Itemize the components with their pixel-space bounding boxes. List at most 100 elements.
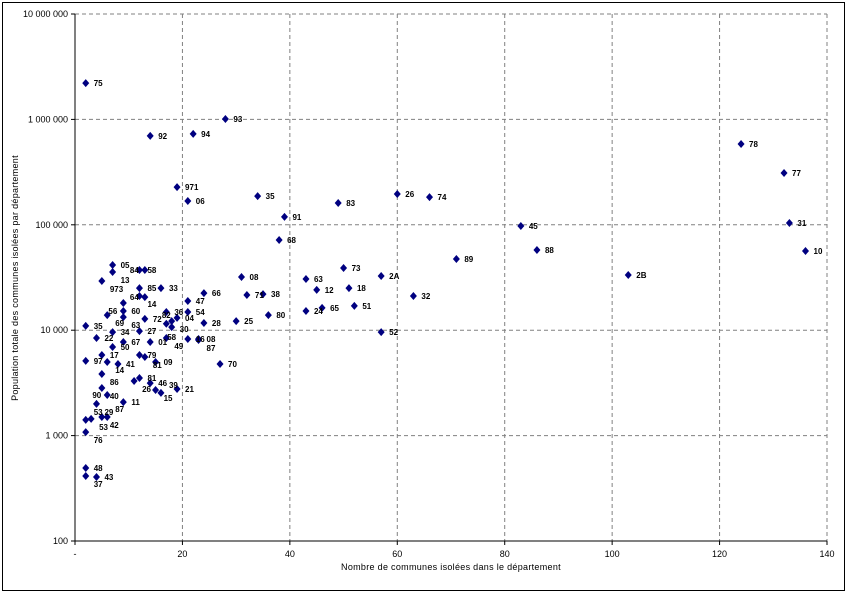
data-label: 45 (529, 222, 538, 231)
data-point (162, 334, 170, 343)
data-point (221, 114, 229, 123)
data-point (802, 247, 810, 256)
x-tick-label: 140 (819, 549, 834, 559)
data-point (135, 373, 143, 382)
data-label: 87 (115, 405, 124, 414)
data-label: 86 (110, 378, 119, 387)
data-point (130, 376, 138, 385)
data-point (92, 399, 100, 408)
data-point (254, 192, 262, 201)
data-label: 2A (389, 272, 399, 281)
data-label: 52 (389, 328, 398, 337)
data-label: 33 (169, 284, 178, 293)
data-point (98, 350, 106, 359)
data-label: 56 (108, 307, 117, 316)
data-label: 53 (94, 408, 103, 417)
data-point (452, 254, 460, 263)
data-label: 81 (147, 374, 156, 383)
data-point (98, 383, 106, 392)
data-point (103, 413, 111, 422)
data-point (232, 317, 240, 326)
data-label: 74 (438, 193, 447, 202)
data-label: 69 (115, 319, 124, 328)
data-label: 34 (121, 328, 130, 337)
data-point (141, 352, 149, 361)
y-tick-label: 10 000 000 (23, 9, 68, 19)
data-point (162, 319, 170, 328)
data-point (92, 472, 100, 481)
data-label: 11 (131, 398, 140, 407)
data-label: 79 (147, 351, 156, 360)
data-label: 973 (110, 285, 124, 294)
data-point (114, 359, 122, 368)
x-tick-label: 80 (500, 549, 510, 559)
data-point (737, 139, 745, 148)
x-axis-label: Nombre de communes isolées dans le dépar… (341, 562, 561, 572)
data-point (152, 358, 160, 367)
data-label: 38 (271, 290, 280, 299)
data-label: 17 (110, 351, 119, 360)
data-point (98, 413, 106, 422)
y-tick-label: 10 000 (40, 325, 68, 335)
data-label: 49 (174, 342, 183, 351)
data-point (259, 290, 267, 299)
data-label: 67 (131, 338, 140, 347)
data-label: 73 (352, 264, 361, 273)
data-label: 77 (792, 169, 801, 178)
data-point (103, 311, 111, 320)
data-label: 48 (94, 464, 103, 473)
data-point (152, 385, 160, 394)
data-label: 81 (153, 361, 162, 370)
data-label: 05 (121, 261, 130, 270)
data-label: 91 (292, 213, 301, 222)
data-point (135, 284, 143, 293)
x-tick-label: 40 (285, 549, 295, 559)
y-tick-label: 100 000 (35, 220, 68, 230)
data-point (350, 301, 358, 310)
data-label: 25 (244, 317, 253, 326)
data-point (313, 285, 321, 294)
data-label: 21 (185, 385, 194, 394)
data-label: 04 (185, 314, 194, 323)
data-point (82, 463, 90, 472)
data-point (119, 313, 127, 322)
data-label: 88 (545, 246, 554, 255)
data-point (785, 219, 793, 228)
data-point (345, 284, 353, 293)
data-label: 65 (330, 304, 339, 313)
data-label: 72 (153, 315, 162, 324)
data-label: 37 (94, 480, 103, 489)
data-label: 71 (255, 291, 264, 300)
data-point (243, 290, 251, 299)
data-label: 41 (126, 360, 135, 369)
data-point (340, 264, 348, 273)
data-point (426, 193, 434, 202)
x-tick-label: - (74, 549, 77, 559)
data-point (173, 384, 181, 393)
data-point (119, 307, 127, 316)
data-label: 63 (131, 321, 140, 330)
data-label: 09 (164, 358, 173, 367)
data-point (238, 272, 246, 281)
axes (71, 13, 828, 545)
data-points (82, 79, 810, 481)
x-tick-label: 100 (605, 549, 620, 559)
data-label: 64 (130, 293, 139, 302)
data-label: 14 (115, 366, 124, 375)
data-label: 12 (325, 286, 334, 295)
data-label: 58 (147, 266, 156, 275)
data-point (146, 131, 154, 140)
data-point (141, 314, 149, 323)
data-point (103, 358, 111, 367)
data-point (135, 327, 143, 336)
data-point (92, 334, 100, 343)
data-point (393, 189, 401, 198)
data-label: 08 (250, 273, 259, 282)
data-label: 63 (314, 275, 323, 284)
data-label: 53 (99, 423, 108, 432)
data-point (189, 129, 197, 138)
data-point (168, 323, 176, 332)
data-point (302, 275, 310, 284)
